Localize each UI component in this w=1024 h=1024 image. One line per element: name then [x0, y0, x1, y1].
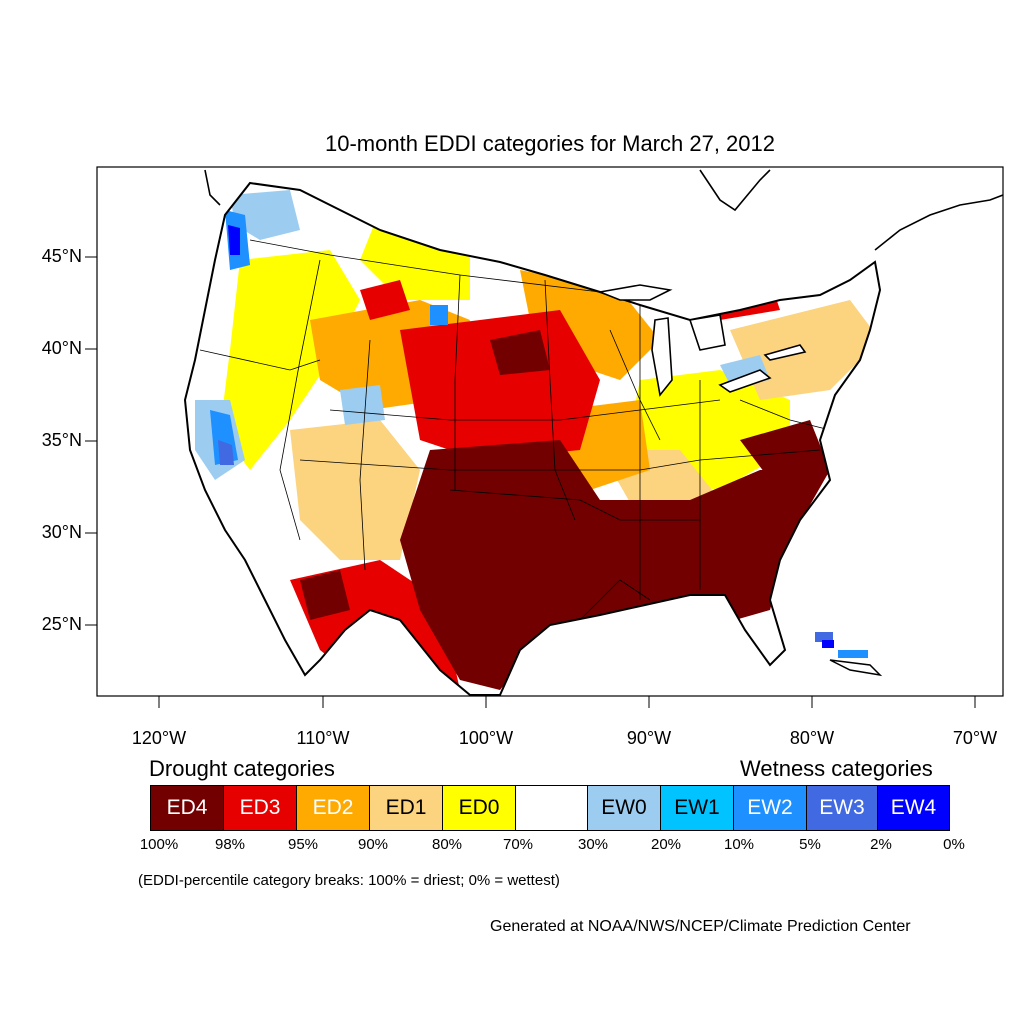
legend-break-label: 100% [139, 836, 179, 853]
legend-box-ew3: EW3 [806, 785, 878, 831]
wetness-categories-heading: Wetness categories [740, 756, 933, 781]
state-boundaries [199, 239, 831, 621]
lat-label-40: 40°N [41, 338, 82, 358]
legend-box-ew0: EW0 [587, 785, 661, 831]
great-lakes [597, 284, 807, 397]
legend-box-normal [515, 785, 588, 831]
lon-label-100w: 100°W [458, 728, 514, 748]
bc-coast [204, 169, 221, 206]
lon-label-90w: 90°W [626, 728, 672, 748]
map-title: 10-month EDDI categories for March 27, 2… [324, 131, 775, 156]
map-frame [96, 166, 1004, 697]
legend-box-ed3: ED3 [223, 785, 297, 831]
legend-break-label: 30% [577, 836, 609, 853]
legend-box-label: ED1 [385, 796, 427, 819]
caribbean-islands [815, 632, 883, 677]
legend-break-label: 90% [357, 836, 389, 853]
lat-label-35: 35°N [41, 430, 82, 450]
credit-line: Generated at NOAA/NWS/NCEP/Climate Predi… [490, 918, 911, 935]
lon-ticks [158, 696, 976, 708]
legend-box-label: EW3 [819, 796, 865, 819]
canada-coast [699, 169, 771, 212]
legend-box-label: EW4 [890, 796, 937, 819]
legend-box-ew4: EW4 [877, 785, 950, 831]
legend-box-label: EW2 [747, 796, 793, 819]
legend-box-label: EW1 [674, 796, 720, 819]
canada-maritime-coast [874, 194, 1004, 251]
legend-break-label: 20% [650, 836, 682, 853]
legend-box-ed0: ED0 [442, 785, 516, 831]
legend-break-label: 10% [723, 836, 755, 853]
legend-box-ew2: EW2 [733, 785, 807, 831]
legend-box-ed1: ED1 [369, 785, 443, 831]
legend-break-label: 2% [870, 836, 892, 853]
lat-label-45: 45°N [41, 246, 82, 266]
lon-label-120w: 120°W [131, 728, 187, 748]
us-coastline [183, 181, 882, 696]
legend-break-label: 5% [799, 836, 821, 853]
lon-label-80w: 80°W [789, 728, 835, 748]
legend-break-label: 95% [287, 836, 319, 853]
legend-break-label: 98% [214, 836, 246, 853]
lat-label-25: 25°N [41, 614, 82, 634]
drought-categories-heading: Drought categories [149, 756, 335, 781]
legend-box-label: ED0 [458, 796, 500, 819]
legend-box-label: EW0 [601, 796, 647, 819]
legend-break-label: 0% [943, 836, 965, 853]
legend-box-label: ED3 [239, 796, 281, 819]
lon-label-70w: 70°W [952, 728, 998, 748]
legend-box-label: ED2 [312, 796, 354, 819]
lat-label-30: 30°N [41, 522, 82, 542]
lon-label-110w: 110°W [296, 728, 350, 748]
legend-box-ed4: ED4 [150, 785, 224, 831]
category-breaks-note: (EDDI-percentile category breaks: 100% =… [138, 872, 560, 889]
legend-box-ew1: EW1 [660, 785, 734, 831]
legend-break-label: 70% [502, 836, 534, 853]
legend-box-ed2: ED2 [296, 785, 370, 831]
lat-ticks [85, 256, 97, 626]
legend-break-label: 80% [431, 836, 463, 853]
legend-box-label: ED4 [166, 796, 208, 819]
